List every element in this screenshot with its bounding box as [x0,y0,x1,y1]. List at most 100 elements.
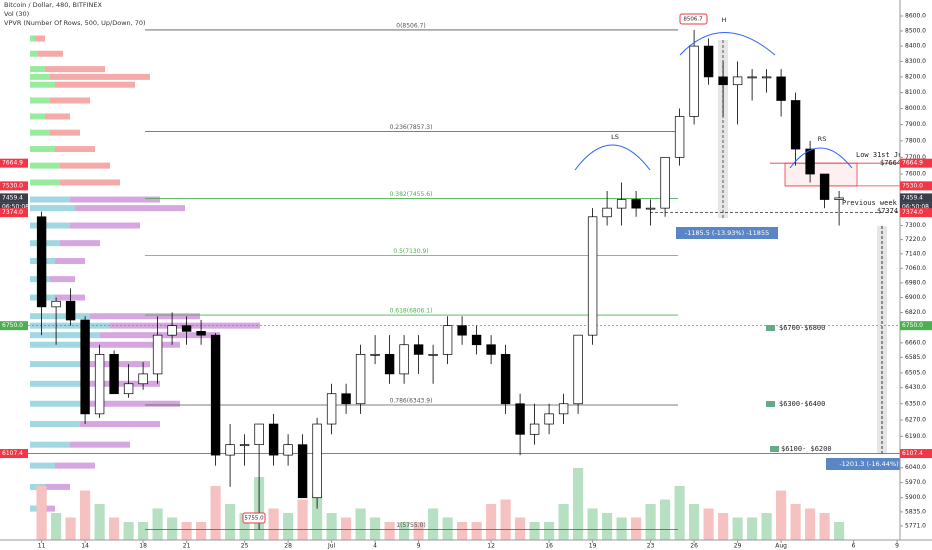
candle-body [486,344,496,355]
price-box-label: 7459.4 [902,194,923,201]
x-tick-label: 19 [589,543,597,550]
y-tick-label: 8100.0 [905,89,926,96]
pattern-arc [789,147,853,169]
candle-body [152,334,163,375]
price-box-label: 7530.0 [2,182,23,189]
candle-body [703,45,714,78]
candle-body [254,423,264,446]
y-tick-label: 8600.0 [905,13,926,20]
indicator-label: VPVR (Number Of Rows, 500, Up/Down, 70) [4,19,146,27]
fib-label: 0.618(6806.1) [390,308,433,315]
x-tick-label: 29 [734,543,742,550]
candle-body [761,76,772,79]
volume-bar [239,513,250,540]
profile-down [45,66,105,73]
candle-body [210,334,221,456]
y-tick-label: 6900.0 [905,294,926,301]
symbol-title: Bitcoin / Dollar, 480, BITFINEX [4,1,103,9]
profile-down [55,462,95,469]
volume-bar [36,486,47,540]
price-axis [900,0,932,550]
volume-bar [51,513,62,540]
y-tick-label: 7300.0 [905,222,926,229]
profile-down [45,113,70,120]
measure-label: -1185.5 (-13.93%) -11855 [685,229,769,237]
y-tick-label: 6430.0 [905,384,926,391]
price-box [900,181,932,191]
volume-bar [819,513,830,540]
profile-down [60,179,120,186]
volume-bar [225,504,236,540]
volume-bar [529,522,540,540]
y-tick-label: 7700.0 [905,154,926,161]
volume-bar [196,522,207,540]
profile-up [30,35,35,42]
x-tick-label: Jul [327,543,336,550]
x-tick-label: 23 [647,543,655,550]
volume-bar [674,486,685,540]
y-tick-label: 6980.0 [905,279,926,286]
volume-bar [341,517,352,540]
candle-body [297,444,308,499]
x-tick-label: 9 [417,543,421,550]
volume-bar [471,522,482,540]
price-box-label: 6750.0 [902,322,923,329]
countdown-box [0,202,28,212]
profile-up [30,113,45,120]
profile-up [30,66,45,73]
x-tick-label: 14 [81,543,89,550]
profile-down [70,196,160,203]
x-tick-label: 21 [183,543,191,550]
y-tick-label: 5835.0 [905,508,926,515]
candle-body [80,319,90,415]
candle-body [268,423,279,456]
y-tick-label: 7060.0 [905,265,926,272]
y-tick-label: 5900.0 [905,494,926,501]
y-tick-label: 8400.0 [905,43,926,50]
volume-bar [413,522,424,540]
profile-up [30,421,80,428]
low-label: 5755.0 [244,516,264,522]
measure-label: -1201.3 (-16.44%) [839,460,898,468]
profile-up [30,179,60,186]
candle-body [399,344,409,375]
volume-bar [776,490,787,540]
profile-down [50,97,90,104]
profile-up [30,505,40,512]
volume-bar [370,517,381,540]
candle-body [471,334,482,346]
profile-up [30,400,90,407]
x-tick-label: 18 [139,543,147,550]
zone-label: $6100- $6200 [781,445,832,453]
price-box-label: 7459.4 [2,194,23,201]
candle-body [602,207,612,218]
candle-body [181,325,192,332]
measure-box [676,227,778,239]
profile-down [45,483,70,490]
profile-down [55,81,135,88]
profile-up [30,97,50,104]
y-tick-label: 5771.0 [905,522,926,529]
profile-up [30,73,50,80]
candle-body [674,116,685,158]
profile-up [30,146,55,153]
pattern-arc [574,144,651,171]
price-box [0,181,28,191]
candle-body [384,354,395,375]
candle-body [660,156,670,209]
y-tick-label: 8500.0 [905,27,926,34]
candle-body [529,423,540,435]
volume-bar [587,508,598,540]
volume-bar [442,517,453,540]
price-box [0,193,28,203]
candle-body [36,216,47,308]
volume-bar [181,522,192,540]
price-box-label: 7374.0 [2,209,23,216]
candle-body [732,76,743,86]
x-tick-label: Aug [775,543,787,550]
countdown-label: 06:50:08 [2,203,29,210]
volume-bar [109,517,120,540]
indicator-label: Vol (30) [4,10,29,18]
profile-down [38,50,63,57]
